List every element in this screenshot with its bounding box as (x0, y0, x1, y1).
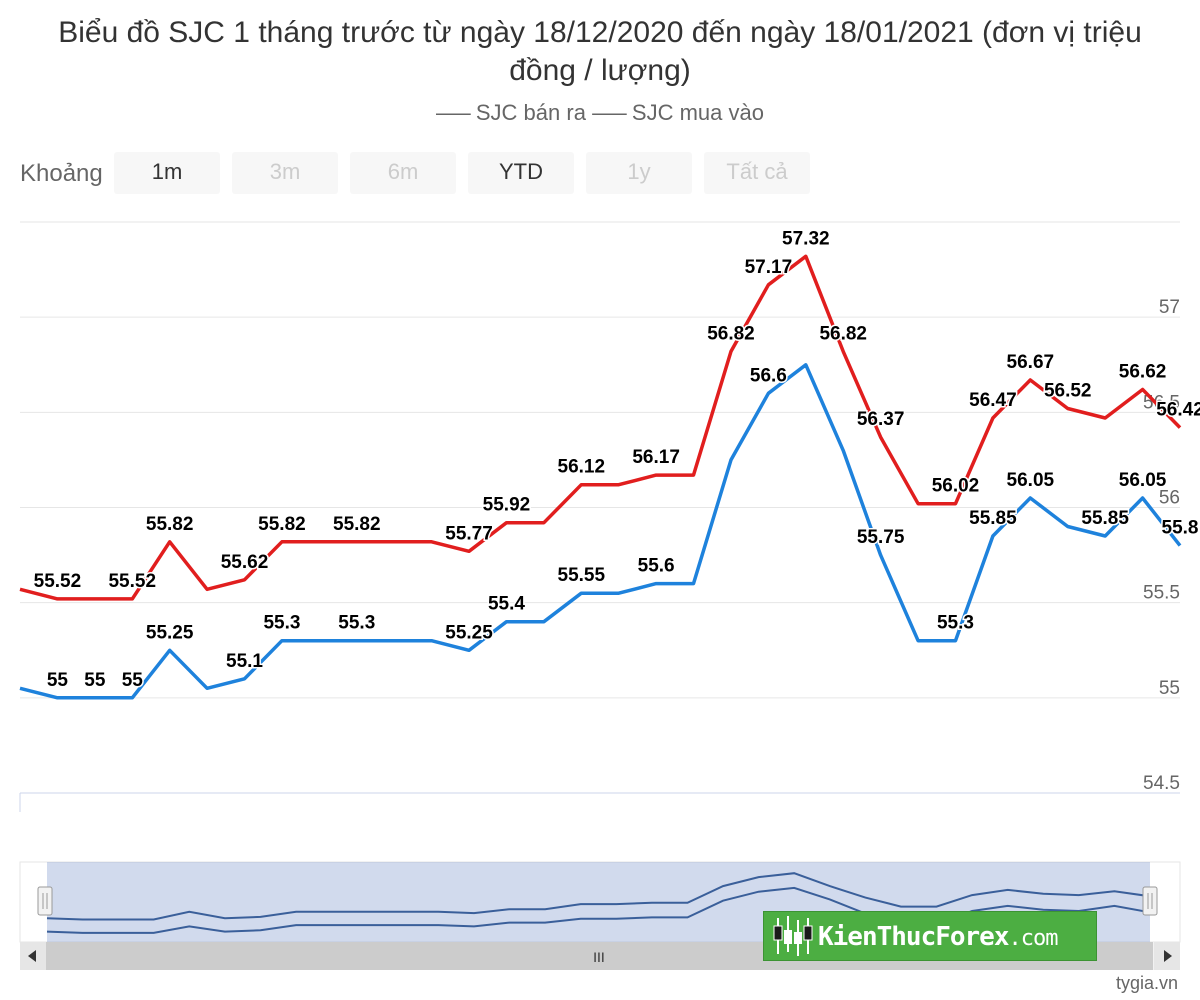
data-label: 56.47 (969, 390, 1017, 411)
watermark-logo: KienThucForex.com (763, 911, 1097, 961)
y-tick-label: 55.5 (1143, 583, 1180, 604)
navigator-handle-right[interactable] (1142, 886, 1158, 916)
data-label: 55.25 (146, 622, 194, 643)
y-tick-label: 56 (1159, 488, 1180, 509)
legend: ‒‒‒ SJC bán ra ‒‒‒ SJC mua vào (0, 100, 1200, 126)
scrollbar-thumb-grip: III (593, 949, 605, 965)
data-label: 56.17 (632, 447, 680, 468)
data-label: 55.3 (263, 613, 300, 634)
navigator-handle-left[interactable] (37, 886, 53, 916)
y-tick-label: 54.5 (1143, 773, 1180, 794)
data-label: 56.67 (1007, 352, 1055, 373)
data-label: 55.52 (34, 571, 82, 592)
range-button-1y[interactable]: 1y (586, 152, 692, 194)
data-label: 55.62 (221, 552, 269, 573)
data-label: 55.4 (488, 594, 525, 615)
data-label: 56.42 (1156, 400, 1200, 421)
data-label: 55 (47, 670, 69, 691)
arrow-right-icon (1164, 950, 1172, 962)
range-button-all[interactable]: Tất cả (704, 152, 810, 194)
data-label: 56.62 (1119, 361, 1167, 382)
data-label: 55.75 (857, 527, 905, 548)
data-label: 55.3 (338, 613, 375, 634)
data-label: 57.17 (745, 257, 793, 278)
data-label: 55.85 (969, 508, 1017, 529)
series-line-sell[interactable] (19, 254, 1182, 601)
series-lines (19, 254, 1182, 700)
data-label: 55 (122, 670, 144, 691)
data-label: 56.05 (1007, 470, 1055, 491)
chart-title: Biểu đồ SJC 1 tháng trước từ ngày 18/12/… (58, 16, 1142, 87)
data-label: 55.82 (333, 514, 381, 535)
data-label: 55.85 (1081, 508, 1129, 529)
data-label: 56.37 (857, 409, 905, 430)
data-label: 56.6 (750, 365, 787, 386)
data-label: 57.32 (782, 228, 830, 249)
data-label: 55.92 (483, 495, 531, 516)
gridlines (20, 221, 1180, 794)
data-label: 55.6 (638, 556, 675, 577)
legend-line-sell: ‒‒‒ (436, 100, 471, 125)
range-button-3m[interactable]: 3m (232, 152, 338, 194)
data-label: 56.12 (558, 457, 606, 478)
data-label: 56.05 (1119, 470, 1167, 491)
candlestick-icon (773, 916, 813, 956)
range-selector-label: Khoảng (20, 160, 103, 187)
series-line-buy[interactable] (19, 363, 1182, 700)
y-tick-label: 57 (1159, 297, 1180, 318)
legend-item-buy[interactable]: SJC mua vào (631, 100, 764, 125)
range-button-1m[interactable]: 1m (114, 152, 220, 194)
legend-line-buy: ‒‒‒ (592, 100, 627, 125)
data-label: 55 (84, 670, 106, 691)
watermark-tld: .com (1008, 926, 1059, 951)
range-button-6m[interactable]: 6m (350, 152, 456, 194)
data-label: 55.55 (558, 565, 606, 586)
data-label: 55.25 (445, 622, 493, 643)
range-button-ytd[interactable]: YTD (468, 152, 574, 194)
data-label: 56.02 (932, 476, 980, 497)
data-label: 55.82 (258, 514, 306, 535)
data-label: 55.3 (937, 613, 974, 634)
data-label: 55.77 (445, 523, 493, 544)
arrow-left-icon (28, 950, 36, 962)
y-tick-label: 55 (1159, 678, 1180, 699)
data-label: 55.82 (146, 514, 194, 535)
source-credit[interactable]: tygia.vn (1115, 973, 1178, 993)
data-label: 55.8 (1162, 518, 1199, 539)
data-label: 56.52 (1044, 381, 1092, 402)
data-labels: 55.52 55.52 55.82 55.62 55.82 55.82 55.77 55.92… (32, 227, 1200, 693)
data-label: 55.52 (108, 571, 156, 592)
data-label: 55.1 (226, 651, 263, 672)
navigator-line (46, 872, 1151, 921)
data-label: 56.82 (819, 323, 867, 344)
legend-item-sell[interactable]: SJC bán ra (475, 100, 586, 125)
data-label: 56.82 (707, 323, 755, 344)
watermark-brand: KienThucForex (818, 922, 1009, 952)
